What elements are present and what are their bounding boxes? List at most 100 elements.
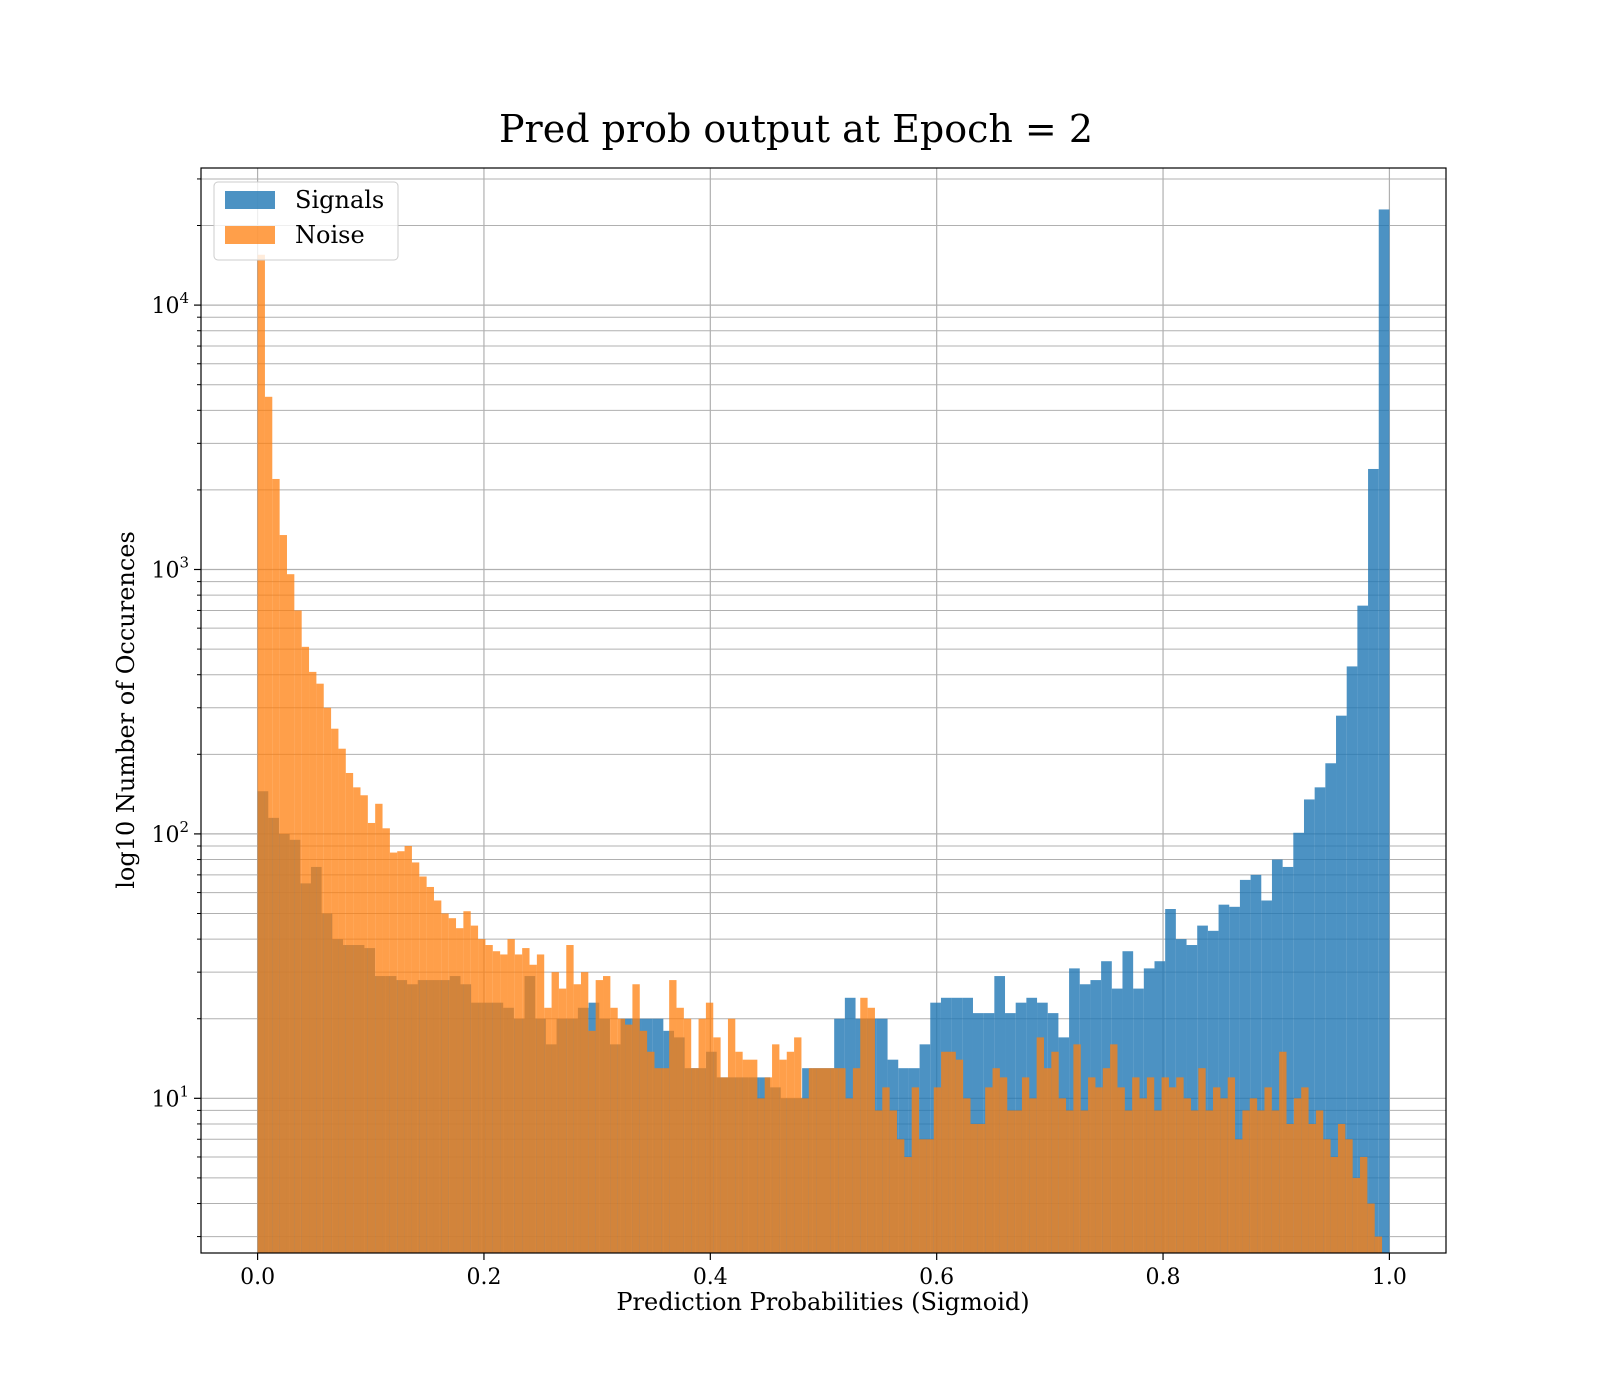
x-axis-ticks: 0.0 0.2 0.4 0.6 0.8 1.0 (240, 1253, 1407, 1290)
noise-bar (705, 1002, 714, 1253)
noise-bar (1249, 1098, 1258, 1253)
signals-bar (1314, 787, 1326, 1253)
noise-bar (514, 954, 523, 1253)
noise-bar (566, 945, 574, 1253)
noise-bar (485, 945, 493, 1253)
noise-bar (1198, 1068, 1206, 1253)
noise-bar (1021, 1077, 1030, 1253)
noise-bar (419, 876, 427, 1253)
noise-bar (1235, 1139, 1243, 1253)
noise-bar (1080, 1110, 1089, 1253)
signals-bar (1282, 866, 1294, 1253)
noise-bar (808, 1068, 817, 1253)
noise-bar (764, 1077, 773, 1253)
noise-bar (1043, 1068, 1052, 1253)
noise-bar (1190, 1110, 1199, 1253)
noise-bar (1352, 1177, 1361, 1253)
noise-bar (654, 1068, 662, 1253)
noise-bar (647, 1051, 655, 1253)
noise-bar (669, 980, 677, 1253)
noise-bar (713, 1037, 721, 1253)
noise-bar (1176, 1077, 1184, 1253)
noise-bar (360, 795, 368, 1253)
noise-bar (492, 951, 501, 1253)
noise-bar (1279, 1051, 1287, 1253)
noise-bar (470, 925, 479, 1253)
signals-bar (1250, 874, 1262, 1253)
x-axis-label: Prediction Probabilities (Sigmoid) (616, 1288, 1029, 1316)
signals-bar (1122, 951, 1134, 1253)
x-tick-label: 0.4 (693, 1265, 728, 1290)
noise-bar (970, 1123, 978, 1253)
signals-bar (1325, 763, 1337, 1253)
y-tick-label: 101 (151, 1082, 189, 1112)
noise-bar (617, 1018, 626, 1253)
noise-bar (580, 972, 589, 1253)
noise-bar (985, 1087, 993, 1253)
noise-bar (1257, 1110, 1265, 1253)
noise-bar (1330, 1156, 1338, 1253)
noise-bar (345, 772, 354, 1253)
signals-bar (1165, 909, 1176, 1253)
signals-bar (1357, 605, 1369, 1253)
noise-bar (338, 748, 346, 1253)
noise-bar (852, 1068, 861, 1253)
noise-bar (742, 1059, 751, 1253)
noise-bar (279, 535, 287, 1253)
noise-bar (456, 928, 464, 1253)
noise-bar (309, 671, 317, 1253)
noise-bar (1058, 1098, 1067, 1253)
noise-bar (926, 1139, 934, 1253)
noise-bar (433, 900, 442, 1253)
noise-bar (882, 1087, 890, 1253)
noise-bar (661, 1068, 670, 1253)
noise-bar (1110, 1044, 1118, 1253)
noise-bar (382, 828, 390, 1253)
noise-bar (389, 852, 398, 1253)
x-tick-label: 0.0 (240, 1265, 275, 1290)
noise-bar (1242, 1110, 1250, 1253)
legend-label-signals: Signals (295, 186, 384, 214)
noise-bar (625, 1024, 633, 1253)
noise-bar (551, 972, 559, 1253)
noise-bar (331, 728, 339, 1253)
noise-bar (676, 1007, 684, 1253)
noise-bar (977, 1123, 986, 1253)
noise-bar (889, 1110, 897, 1253)
noise-bar (1337, 1123, 1346, 1253)
signals-bar (1154, 961, 1166, 1253)
noise-bar (448, 918, 457, 1253)
noise-bar (1146, 1077, 1155, 1253)
noise-bar (1367, 1203, 1375, 1253)
x-tick-label: 0.6 (919, 1265, 954, 1290)
noise-bar (948, 1051, 956, 1253)
noise-bar (830, 1068, 839, 1253)
noise-bar (257, 254, 265, 1253)
signals-bar (1378, 209, 1390, 1253)
signals-bar (1346, 666, 1358, 1253)
noise-bar (750, 1059, 758, 1253)
noise-bar (1374, 1236, 1383, 1253)
noise-bar (1124, 1110, 1133, 1253)
noise-bar (735, 1051, 743, 1253)
noise-bar (272, 478, 280, 1254)
noise-bar (294, 610, 302, 1253)
noise-bar (323, 707, 332, 1253)
signals-bar (1293, 832, 1304, 1253)
noise-bar (426, 886, 434, 1253)
noise-bar (683, 1018, 692, 1253)
signals-bar (1261, 900, 1272, 1253)
noise-bar (963, 1098, 971, 1253)
y-tick-label: 102 (151, 818, 189, 848)
noise-bar (610, 1007, 618, 1253)
noise-bar (1036, 1037, 1044, 1253)
noise-bar (823, 1068, 831, 1253)
noise-bar (838, 1068, 846, 1253)
noise-bar (1323, 1139, 1331, 1253)
signals-bar (1186, 945, 1198, 1253)
noise-bar (845, 1098, 853, 1253)
noise-bar (588, 1030, 596, 1253)
noise-bar (367, 822, 376, 1253)
noise-bar (786, 1051, 795, 1253)
